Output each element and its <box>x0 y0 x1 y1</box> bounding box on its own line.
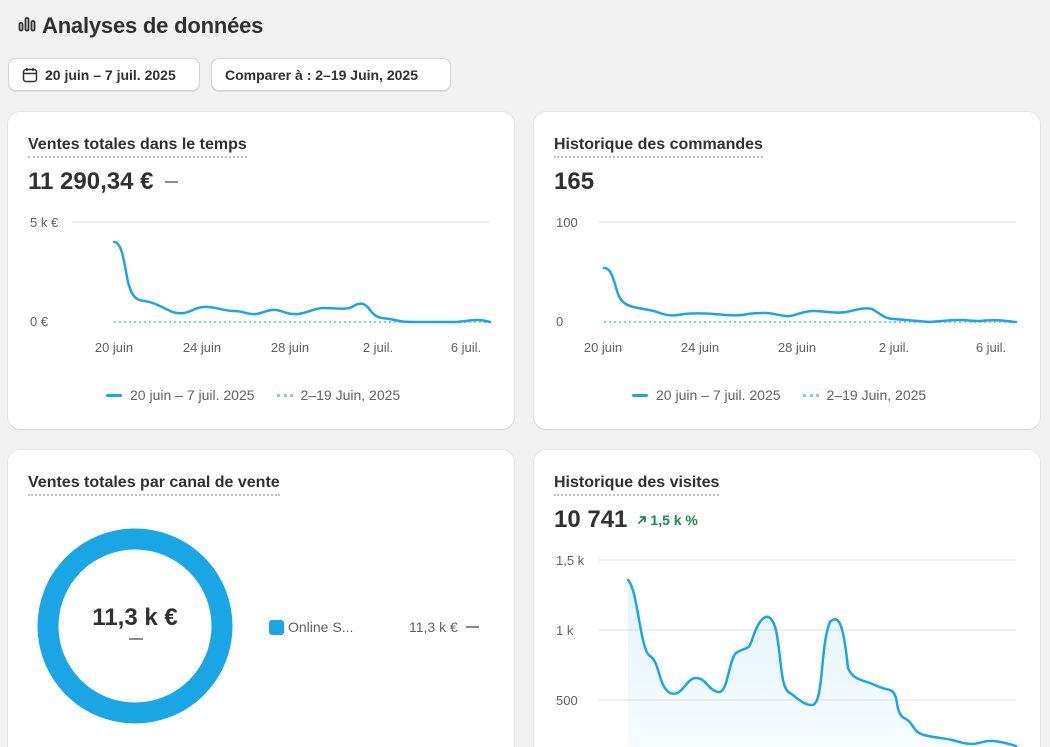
date-range-label: 20 juin – 7 juil. 2025 <box>45 66 176 83</box>
legend-previous-swatch <box>802 393 819 397</box>
donut-slice-online-store[interactable] <box>37 528 233 724</box>
y-axis-label-zero: 0 € <box>30 314 49 329</box>
channel-value: 11,3 k € <box>409 619 479 635</box>
x-axis-label: 6 juil. <box>976 340 1006 355</box>
y-axis-label-top: 100 <box>556 215 578 230</box>
visits-series-line <box>626 578 1018 747</box>
metric-value: 11 290,34 € <box>28 168 154 195</box>
y-axis-label-zero: 0 <box>556 314 563 329</box>
x-axis-label: 28 juin <box>778 340 816 355</box>
legend-current-swatch <box>632 393 648 397</box>
legend-current-label: 20 juin – 7 juil. 2025 <box>130 387 255 403</box>
card-title[interactable]: Historique des commandes <box>554 136 763 158</box>
x-axis-label: 2 juil. <box>879 340 909 355</box>
legend-previous-swatch <box>276 393 293 397</box>
compare-label: Comparer à : 2–19 Juin, 2025 <box>225 66 418 83</box>
change-badge: 1,5 k % <box>637 512 698 528</box>
channel-swatch <box>269 619 284 635</box>
x-axis-label: 24 juin <box>681 340 719 355</box>
analytics-icon <box>18 16 36 37</box>
y-axis-label: 1 k <box>556 623 574 638</box>
x-axis-label: 2 juil. <box>363 340 393 355</box>
visits-card: Historique des visites 10 741 1,5 k % 1,… <box>534 450 1040 747</box>
y-axis-label-top: 5 k € <box>30 215 59 230</box>
page-title: Analyses de données <box>42 13 264 38</box>
x-axis-label: 20 juin <box>584 340 622 355</box>
visits-chart: 1,5 k 1 k 500 <box>556 553 1018 747</box>
y-axis-label: 500 <box>556 693 578 708</box>
metric: 10 741 1,5 k % <box>554 506 698 534</box>
channel-donut-chart: 11,3 k € <box>37 528 233 724</box>
chart-legend: 20 juin – 7 juil. 2025 2–19 Juin, 2025 <box>106 387 400 403</box>
page-header: Analyses de données <box>18 12 263 40</box>
metric: 11 290,34 € <box>28 168 179 196</box>
no-change-indicator <box>465 626 479 628</box>
card-title[interactable]: Historique des visites <box>554 474 720 496</box>
no-change-indicator <box>165 181 179 183</box>
chart-legend: 20 juin – 7 juil. 2025 2–19 Juin, 2025 <box>632 387 926 403</box>
card-title[interactable]: Ventes totales par canal de vente <box>28 474 280 496</box>
metric: 165 <box>554 168 594 196</box>
sales-over-time-card: Ventes totales dans le temps 11 290,34 €… <box>8 112 514 429</box>
legend-previous-label: 2–19 Juin, 2025 <box>300 387 401 403</box>
current-series-line <box>112 240 492 324</box>
channel-value-text: 11,3 k € <box>409 619 458 635</box>
x-axis-label: 28 juin <box>271 340 309 355</box>
channel-legend-item[interactable]: Online S... <box>269 619 353 635</box>
card-title[interactable]: Ventes totales dans le temps <box>28 136 247 158</box>
y-axis-label: 1,5 k <box>556 553 585 568</box>
x-axis-label: 6 juil. <box>451 340 481 355</box>
legend-current-swatch <box>106 393 122 397</box>
x-axis-label: 20 juin <box>95 340 133 355</box>
change-value: 1,5 k % <box>650 512 698 528</box>
sales-by-channel-card: Ventes totales par canal de vente 11,3 k… <box>8 450 514 747</box>
visits-area-fill <box>628 580 1016 747</box>
channel-name: Online S... <box>288 619 354 635</box>
metric-value: 10 741 <box>554 506 628 533</box>
date-range-button[interactable]: 20 juin – 7 juil. 2025 <box>8 58 200 91</box>
compare-button[interactable]: Comparer à : 2–19 Juin, 2025 <box>211 58 451 91</box>
orders-card: Historique des commandes 165 100 0 20 ju… <box>534 112 1040 429</box>
sales-chart: 5 k € 0 € 20 juin 24 juin 28 juin 2 juil… <box>30 215 492 355</box>
donut-center-value: 11,3 k € <box>92 604 177 631</box>
calendar-icon <box>22 67 38 83</box>
orders-chart: 100 0 20 juin 24 juin 28 juin 2 juil. 6 … <box>556 215 1018 355</box>
arrow-up-right-icon <box>638 516 647 524</box>
current-series-line <box>602 266 1018 324</box>
legend-previous-label: 2–19 Juin, 2025 <box>826 387 927 403</box>
x-axis-label: 24 juin <box>183 340 221 355</box>
metric-value: 165 <box>554 168 595 195</box>
legend-current-label: 20 juin – 7 juil. 2025 <box>656 387 781 403</box>
